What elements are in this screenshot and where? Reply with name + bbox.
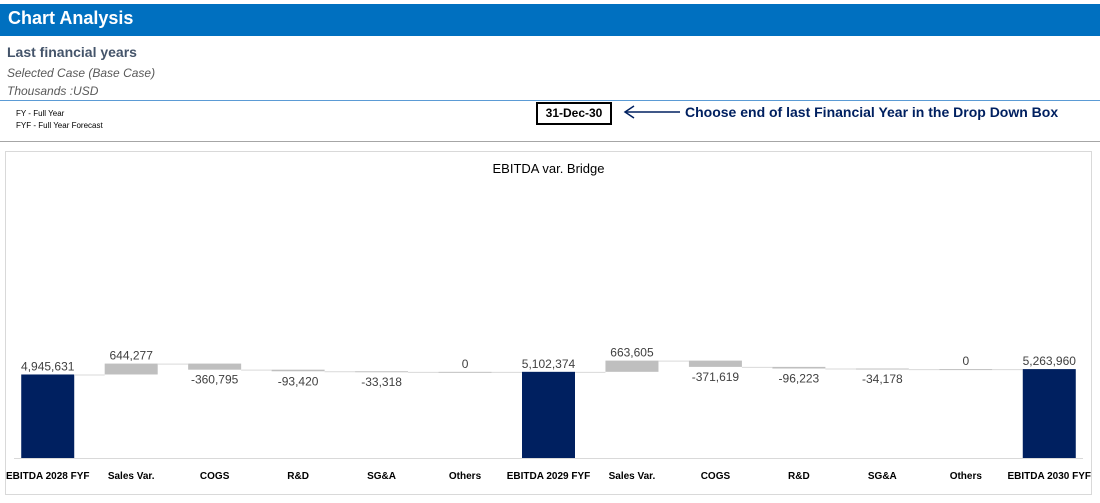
data-label: 663,605 bbox=[610, 346, 654, 360]
category-label: EBITDA 2029 FYF bbox=[507, 471, 591, 482]
data-label: -360,795 bbox=[191, 373, 239, 387]
category-label: R&D bbox=[788, 471, 810, 482]
left-arrow-icon bbox=[623, 105, 680, 119]
total-bar bbox=[21, 374, 75, 458]
delta-bar bbox=[104, 363, 158, 375]
delta-bar bbox=[605, 360, 659, 372]
category-label: Others bbox=[449, 471, 482, 482]
category-label: Sales Var. bbox=[108, 471, 155, 482]
category-label: Sales Var. bbox=[609, 471, 656, 482]
category-label: EBITDA 2030 FYF bbox=[1007, 471, 1091, 482]
data-label: 0 bbox=[462, 357, 469, 371]
delta-bar bbox=[855, 368, 909, 370]
delta-bar bbox=[188, 363, 242, 370]
delta-bar bbox=[271, 369, 325, 372]
data-label: 0 bbox=[962, 354, 969, 368]
delta-bar bbox=[355, 371, 409, 373]
data-label: -93,420 bbox=[278, 374, 319, 388]
year-end-dropdown[interactable]: 31-Dec-30 bbox=[536, 102, 612, 125]
category-label: EBITDA 2028 FYF bbox=[6, 471, 90, 482]
section-subtitle: Last financial years bbox=[7, 44, 137, 60]
category-label: SG&A bbox=[868, 471, 897, 482]
legend-note-fyf: FYF - Full Year Forecast bbox=[16, 121, 103, 130]
data-label: 5,263,960 bbox=[1023, 354, 1077, 368]
total-bar bbox=[522, 371, 575, 458]
data-label: 5,102,374 bbox=[522, 357, 576, 371]
units-note: Thousands :USD bbox=[7, 84, 99, 98]
delta-bar bbox=[688, 360, 742, 367]
legend-note-fy: FY - Full Year bbox=[16, 109, 65, 118]
category-label: R&D bbox=[287, 471, 309, 482]
delta-bar bbox=[939, 369, 993, 371]
title-bar: Chart Analysis bbox=[0, 4, 1100, 36]
dropdown-instruction: Choose end of last Financial Year in the… bbox=[685, 104, 1059, 120]
data-label: -33,318 bbox=[361, 375, 402, 389]
data-label: -371,619 bbox=[692, 370, 740, 384]
total-bar bbox=[1022, 369, 1076, 458]
data-label: -34,178 bbox=[862, 372, 903, 386]
ebitda-bridge-chart: EBITDA var. Bridge 4,945,631 EBITDA 2028 F… bbox=[6, 161, 1091, 482]
category-label: COGS bbox=[701, 471, 731, 482]
header-divider bbox=[0, 100, 1100, 101]
delta-bar bbox=[438, 371, 492, 373]
app-title: Chart Analysis bbox=[8, 8, 134, 28]
category-label: Others bbox=[950, 471, 983, 482]
data-label: 4,945,631 bbox=[21, 359, 75, 373]
data-label: -96,223 bbox=[779, 372, 820, 386]
category-label: COGS bbox=[200, 471, 230, 482]
chart-title: EBITDA var. Bridge bbox=[493, 161, 605, 176]
section-divider bbox=[0, 141, 1100, 142]
case-note: Selected Case (Base Case) bbox=[7, 66, 156, 80]
category-label: SG&A bbox=[367, 471, 396, 482]
delta-bar bbox=[772, 366, 826, 369]
data-label: 644,277 bbox=[109, 349, 153, 363]
chart-frame: EBITDA var. Bridge 4,945,631 EBITDA 2028 F… bbox=[5, 151, 1092, 495]
